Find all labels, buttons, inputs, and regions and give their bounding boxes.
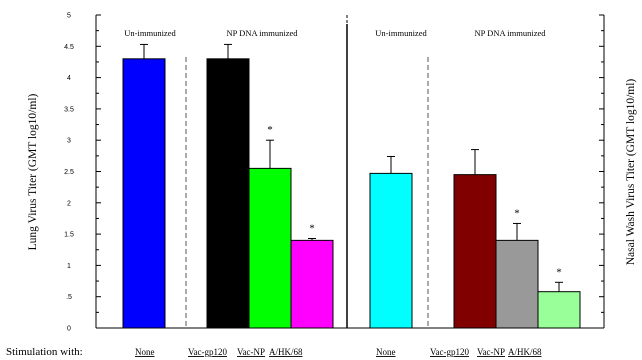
category-label: Vac-NP [237, 347, 265, 357]
bar [495, 239, 539, 329]
category-label: Vac-gp120 [430, 347, 469, 357]
category-label: Vac-gp120 [188, 347, 227, 357]
category-label: None [135, 347, 155, 357]
group-label: Un-immunized [375, 28, 427, 38]
group-label: Un-immunized [124, 28, 176, 38]
significance-star: * [267, 124, 273, 136]
y-tick-label: 1.5 [64, 232, 74, 239]
bar [369, 172, 413, 329]
y-tick-label: 0 [67, 326, 71, 333]
y-right-axis-label: Nasal Wash Virus Titer (GMT log10/ml) [625, 79, 637, 266]
category-label: Vac-NP [477, 347, 505, 357]
y-tick-label: 1 [67, 263, 71, 270]
significance-star: * [514, 207, 520, 219]
text-layer: 0 .5 1 1.5 2 2.5 3 3.5 4 4.5 5 Un-immunized NP DNA i… [64, 13, 562, 358]
bar [537, 291, 581, 329]
category-label: A/HK/68 [508, 347, 542, 357]
bars-layer [122, 43, 581, 329]
category-label: A/HK/68 [269, 347, 303, 357]
y-tick-label: 3.5 [64, 106, 74, 113]
significance-star: * [309, 222, 315, 234]
significance-star: * [556, 266, 562, 278]
group-label: NP DNA immunized [227, 28, 299, 38]
y-tick-label: .5 [66, 294, 72, 301]
bar [453, 174, 497, 329]
group-label: NP DNA immunized [475, 28, 547, 38]
bar [248, 167, 292, 329]
bar [290, 239, 334, 329]
y-tick-label: 4 [67, 75, 71, 82]
bar [206, 58, 250, 329]
axes-layer [95, 14, 605, 329]
y-tick-label: 2 [67, 200, 71, 207]
y-left-axis-label: Lung Virus Titer (GMT log10/ml) [27, 93, 39, 250]
bar [122, 58, 166, 329]
y-tick-label: 2.5 [64, 169, 74, 176]
y-tick-label: 5 [67, 13, 71, 20]
y-tick-label: 3 [67, 138, 71, 145]
y-tick-label: 4.5 [64, 44, 74, 51]
stimulation-label: Stimulation with: [6, 346, 83, 358]
category-label: None [376, 347, 396, 357]
